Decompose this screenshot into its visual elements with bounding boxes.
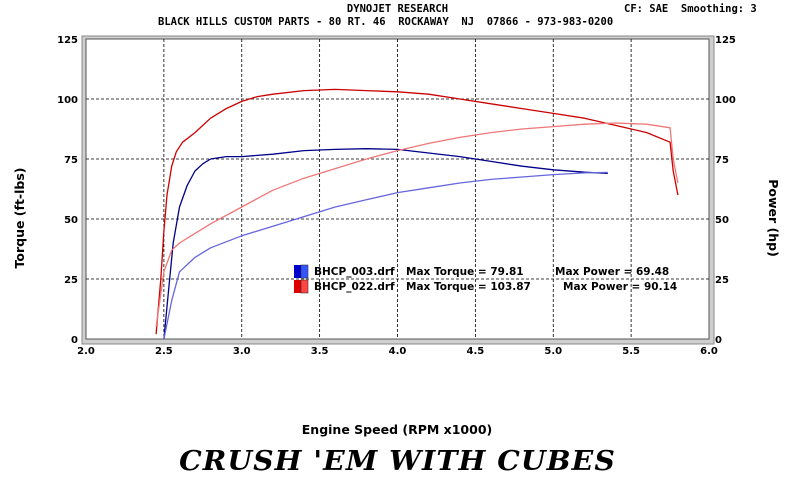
legend-swatch-light: [300, 264, 309, 279]
legend-file-label: BHCP_003.drf: [314, 266, 395, 278]
legend-power-label: Max Power = 90.14: [563, 281, 677, 293]
legend-swatch: [294, 265, 301, 278]
y-tick-label-left: 0: [71, 335, 78, 346]
y-tick-label-right: 0: [715, 335, 722, 346]
y-tick-label-right: 25: [715, 275, 729, 286]
legend-torque-label: Max Torque = 79.81: [406, 266, 524, 278]
y-tick-label-right: 100: [715, 95, 736, 106]
y-tick-label-left: 100: [57, 95, 78, 106]
legend-power-label: Max Power = 69.48: [555, 266, 669, 278]
x-tick-label: 5.5: [622, 346, 640, 357]
grid-lines: [86, 39, 709, 339]
legend-file-label: BHCP_022.drf: [314, 281, 395, 293]
x-tick-label: 3.0: [233, 346, 251, 357]
company-info: BLACK HILLS CUSTOM PARTS - 80 RT. 46 ROC…: [158, 16, 614, 28]
x-tick-label: 2.5: [155, 346, 173, 357]
legend-swatch-light: [300, 279, 309, 294]
y-tick-label-left: 125: [57, 35, 78, 46]
x-tick-label: 4.5: [467, 346, 485, 357]
x-tick-label: 4.0: [389, 346, 407, 357]
series-line-2: [163, 171, 608, 340]
y-tick-label-left: 50: [64, 215, 78, 226]
series-line-1: [163, 148, 608, 340]
legend-swatch: [294, 280, 301, 293]
y-tick-label-right: 125: [715, 35, 736, 46]
x-tick-label: 5.0: [544, 346, 562, 357]
y-tick-label-left: 75: [64, 155, 78, 166]
y-tick-label-left: 25: [64, 275, 78, 286]
x-tick-label: 2.0: [77, 346, 95, 357]
legend: BHCP_003.drf Max Torque = 79.81 Max Power …: [294, 264, 677, 294]
x-tick-label: 3.5: [311, 346, 329, 357]
series-line-3: [155, 88, 679, 335]
legend-torque-label: Max Torque = 103.87: [406, 281, 531, 293]
series-lines: [155, 88, 679, 340]
series-line-4: [155, 122, 679, 328]
y-tick-label-right: 75: [715, 155, 729, 166]
y-axis-label-left: Torque (ft-lbs): [12, 168, 27, 269]
x-tick-label: 6.0: [700, 346, 718, 357]
legend-entry-2: BHCP_022.drf Max Torque = 103.87 Max Power…: [294, 279, 677, 294]
y-tick-label-right: 50: [715, 215, 729, 226]
y-axis-label-right: Power (hp): [766, 179, 781, 257]
legend-entry-1: BHCP_003.drf Max Torque = 79.81 Max Power …: [294, 264, 669, 279]
chart-title: DYNOJET RESEARCH: [346, 3, 449, 15]
correction-factor-info: CF: SAE Smoothing: 3: [624, 3, 757, 15]
footer-slogan: CRUSH 'EM WITH CUBES: [179, 446, 616, 477]
x-axis-label: Engine Speed (RPM x1000): [302, 422, 492, 437]
